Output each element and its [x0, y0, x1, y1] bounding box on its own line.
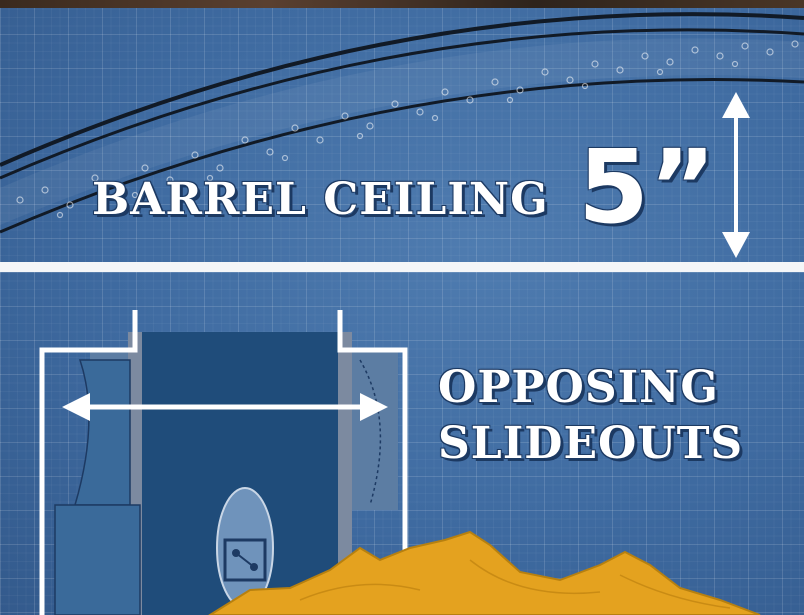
mountain-silhouette — [208, 530, 761, 615]
slideout-outline — [39, 310, 408, 615]
barrel-ceiling-arcs — [0, 12, 804, 234]
opposing-slideouts-line1: OPPOSING — [438, 362, 719, 413]
ceiling-height-arrow — [722, 92, 750, 258]
section-divider — [0, 262, 804, 272]
barrel-ceiling-label: BARREL CEILING — [92, 174, 549, 225]
barrel-ceiling-size: 5” — [578, 128, 717, 247]
opposing-slideouts-line2: SLIDEOUTS — [438, 418, 744, 469]
insulation-dots — [16, 40, 799, 219]
floor-plan — [54, 332, 398, 615]
top-strip — [0, 0, 804, 8]
slideout-width-arrow — [62, 393, 388, 421]
